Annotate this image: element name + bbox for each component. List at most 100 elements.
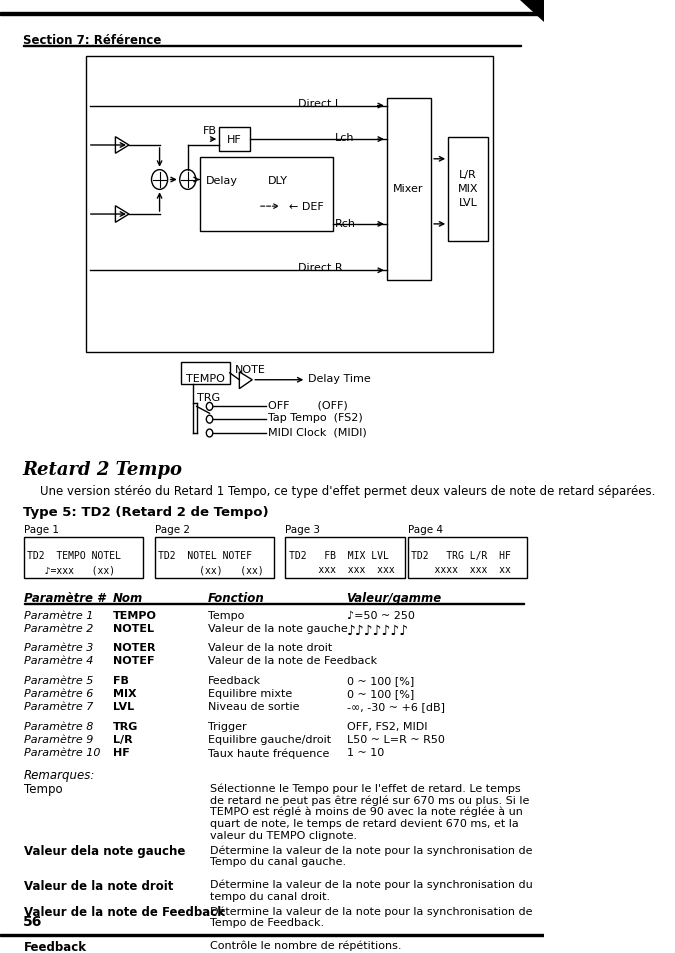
Text: Taux haute fréquence: Taux haute fréquence (208, 747, 329, 758)
Text: MIDI Clock  (MIDI): MIDI Clock (MIDI) (267, 427, 367, 436)
Text: ♪=xxx   (xx): ♪=xxx (xx) (28, 564, 115, 575)
Text: Page 2: Page 2 (155, 524, 190, 535)
Text: Paramètre 10: Paramètre 10 (24, 747, 101, 758)
Text: HF: HF (227, 135, 242, 145)
Text: Feedback: Feedback (24, 940, 87, 953)
Text: Direct L: Direct L (298, 98, 342, 109)
Text: Valeur dela note gauche: Valeur dela note gauche (24, 844, 186, 858)
Text: Valeur de la note de Feedback: Valeur de la note de Feedback (24, 905, 225, 919)
Text: DLY: DLY (269, 175, 288, 186)
Text: ♪♪♪♪♪♪♪: ♪♪♪♪♪♪♪ (346, 623, 408, 638)
Text: Page 4: Page 4 (408, 524, 443, 535)
Text: Equilibre gauche/droit: Equilibre gauche/droit (208, 734, 331, 744)
Bar (24, 537, 144, 578)
Text: Rch: Rch (334, 219, 356, 229)
Text: Delay: Delay (207, 175, 238, 186)
Text: Tempo: Tempo (24, 782, 63, 796)
Text: Contrôle le nombre de répétitions.: Contrôle le nombre de répétitions. (209, 940, 401, 950)
Text: Retard 2 Tempo: Retard 2 Tempo (22, 460, 182, 478)
Text: MIX: MIX (113, 688, 136, 699)
Text: Paramètre 5: Paramètre 5 (24, 675, 94, 685)
Text: NOTER: NOTER (113, 642, 155, 653)
Bar (286, 537, 404, 578)
Text: 0 ~ 100 [%]: 0 ~ 100 [%] (346, 688, 414, 699)
Text: L50 ~ L=R ~ R50: L50 ~ L=R ~ R50 (346, 734, 444, 744)
Text: Sélectionne le Tempo pour le l'effet de retard. Le temps: Sélectionne le Tempo pour le l'effet de … (209, 782, 520, 793)
Text: valeur du TEMPO clignote.: valeur du TEMPO clignote. (209, 830, 356, 840)
Text: L/R
MIX
LVL: L/R MIX LVL (458, 171, 479, 208)
Text: NOTEF: NOTEF (113, 656, 155, 666)
Bar (0, 934, 544, 936)
Text: Détermine la valeur de la note pour la synchronisation de: Détermine la valeur de la note pour la s… (209, 905, 532, 916)
Text: TD2   FB  MIX LVL: TD2 FB MIX LVL (288, 551, 388, 560)
Bar (408, 537, 527, 578)
Text: FB: FB (203, 126, 217, 136)
Text: Nom: Nom (113, 591, 143, 604)
Text: xxx  xxx  xxx: xxx xxx xxx (288, 564, 394, 575)
Text: Tempo de Feedback.: Tempo de Feedback. (209, 918, 324, 927)
Text: (xx)   (xx): (xx) (xx) (158, 564, 264, 575)
Text: TD2  TEMPO NOTEL: TD2 TEMPO NOTEL (28, 551, 121, 560)
Text: Une version stéréo du Retard 1 Tempo, ce type d'effet permet deux valeurs de not: Une version stéréo du Retard 1 Tempo, ce… (40, 485, 655, 497)
Text: Paramètre 9: Paramètre 9 (24, 734, 94, 744)
Text: ← DEF: ← DEF (288, 202, 323, 212)
Bar (448, 138, 489, 241)
Text: Paramètre 2: Paramètre 2 (24, 623, 94, 633)
Text: Niveau de sortie: Niveau de sortie (208, 701, 300, 712)
Text: Valeur de la note droit: Valeur de la note droit (208, 642, 332, 653)
Text: TEMPO: TEMPO (186, 374, 225, 383)
Text: FB: FB (113, 675, 129, 685)
Text: 0 ~ 100 [%]: 0 ~ 100 [%] (346, 675, 414, 685)
Bar (22, 46, 521, 48)
Text: Type 5: TD2 (Retard 2 de Tempo): Type 5: TD2 (Retard 2 de Tempo) (22, 505, 268, 518)
Text: Valeur de la note gauche: Valeur de la note gauche (208, 623, 348, 633)
Text: L/R: L/R (113, 734, 132, 744)
Text: NOTE: NOTE (234, 365, 265, 375)
Text: Valeur de la note droit: Valeur de la note droit (24, 879, 173, 892)
Text: Feedback: Feedback (208, 675, 261, 685)
Text: Trigger: Trigger (208, 720, 246, 731)
Text: TD2   TRG L/R  HF: TD2 TRG L/R HF (411, 551, 511, 560)
Text: Lch: Lch (334, 133, 354, 143)
Text: Tap Tempo  (FS2): Tap Tempo (FS2) (267, 413, 362, 423)
Text: Fonction: Fonction (208, 591, 265, 604)
Bar (387, 98, 431, 281)
Text: TRG: TRG (113, 720, 138, 731)
Bar (219, 128, 250, 152)
Text: 56: 56 (22, 914, 42, 928)
Text: Mixer: Mixer (394, 184, 424, 194)
Text: Paramètre 6: Paramètre 6 (24, 688, 94, 699)
Bar (86, 57, 493, 353)
Text: Page 1: Page 1 (24, 524, 59, 535)
Text: Paramètre 4: Paramètre 4 (24, 656, 94, 666)
Bar (24, 603, 524, 604)
Text: de retard ne peut pas être réglé sur 670 ms ou plus. Si le: de retard ne peut pas être réglé sur 670… (209, 794, 529, 804)
Bar (182, 362, 230, 384)
Text: Paramètre #: Paramètre # (24, 591, 105, 604)
Text: HF: HF (113, 747, 130, 758)
Text: -∞, -30 ~ +6 [dB]: -∞, -30 ~ +6 [dB] (346, 701, 445, 712)
Text: Page 3: Page 3 (286, 524, 321, 535)
Text: Paramètre 8: Paramètre 8 (24, 720, 94, 731)
Text: LVL: LVL (113, 701, 134, 712)
Text: Section 7: Référence: Section 7: Référence (22, 33, 161, 47)
Text: Détermine la valeur de la note pour la synchronisation de: Détermine la valeur de la note pour la s… (209, 844, 532, 855)
Text: Delay Time: Delay Time (308, 374, 371, 383)
Text: Paramètre 7: Paramètre 7 (24, 701, 94, 712)
Text: Remarques:: Remarques: (24, 768, 96, 781)
Text: Valeur de la note de Feedback: Valeur de la note de Feedback (208, 656, 377, 666)
Text: ♪=50 ~ 250: ♪=50 ~ 250 (346, 610, 414, 619)
Text: 1 ~ 10: 1 ~ 10 (346, 747, 384, 758)
Text: NOTEL: NOTEL (113, 623, 154, 633)
Text: TRG: TRG (196, 393, 220, 402)
Bar (200, 157, 333, 232)
Text: OFF, FS2, MIDI: OFF, FS2, MIDI (346, 720, 427, 731)
Text: TD2  NOTEL NOTEF: TD2 NOTEL NOTEF (158, 551, 252, 560)
Text: Paramètre 1: Paramètre 1 (24, 610, 94, 619)
Text: Valeur/gamme: Valeur/gamme (346, 591, 442, 604)
Text: Détermine la valeur de la note pour la synchronisation du: Détermine la valeur de la note pour la s… (209, 879, 533, 889)
Text: xxxx  xxx  xx: xxxx xxx xx (411, 564, 511, 575)
Text: quart de note, le temps de retard devient 670 ms, et la: quart de note, le temps de retard devien… (209, 818, 518, 828)
Polygon shape (520, 0, 544, 22)
Text: Direct R: Direct R (298, 263, 343, 274)
